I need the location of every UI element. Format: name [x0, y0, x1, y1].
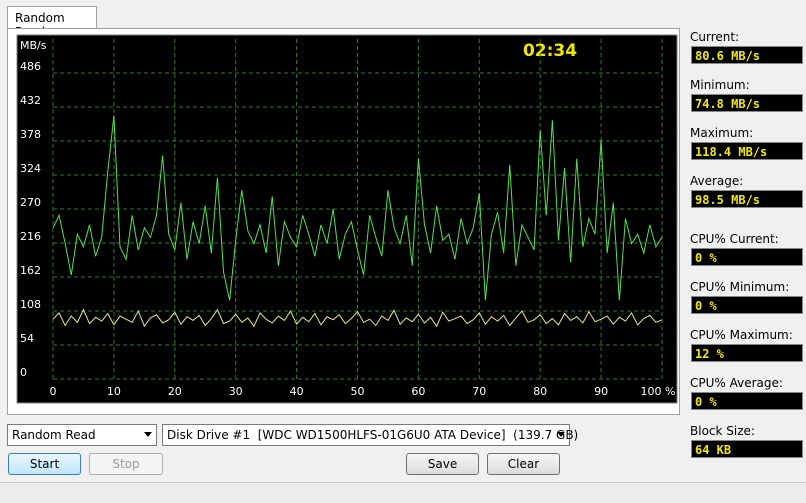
stat-value: 80.6 MB/s	[691, 46, 803, 64]
y-tick-label: 216	[20, 230, 41, 243]
y-tick-label: 108	[20, 298, 41, 311]
stat-label: Minimum:	[690, 78, 750, 92]
x-tick-label: 0	[50, 385, 57, 398]
stat-value: 98.5 MB/s	[691, 190, 803, 208]
y-tick-label: 270	[20, 196, 41, 209]
stat-label: CPU% Maximum:	[690, 328, 793, 342]
stat-label: Maximum:	[690, 126, 754, 140]
x-tick-label: 90	[594, 385, 608, 398]
stat-value: 74.8 MB/s	[691, 94, 803, 112]
x-tick-label: 80	[533, 385, 547, 398]
x-tick-label: 10	[107, 385, 121, 398]
stop-button: Stop	[89, 453, 163, 475]
start-button[interactable]: Start	[8, 453, 81, 475]
y-unit: MB/s	[20, 39, 47, 52]
stat-label: Block Size:	[690, 424, 755, 438]
clear-button[interactable]: Clear	[487, 453, 560, 475]
stat-label: Average:	[690, 174, 744, 188]
stat-value: 12 %	[691, 344, 803, 362]
x-tick-label: 100 %	[641, 385, 676, 398]
series-line	[52, 115, 663, 301]
x-tick-label: 20	[168, 385, 182, 398]
drive-select-text: Disk Drive #1 [WDC WD1500HLFS-01G6U0 ATA…	[167, 428, 579, 442]
plot-background	[16, 34, 678, 404]
stat-value: 0 %	[691, 392, 803, 410]
test-select-text: Random Read	[12, 428, 96, 442]
x-tick-label: 60	[411, 385, 425, 398]
y-tick-label: 162	[20, 264, 41, 277]
save-button[interactable]: Save	[406, 453, 479, 475]
timer: 02:34	[523, 41, 577, 61]
y-tick-label: 432	[20, 94, 41, 107]
stat-label: CPU% Current:	[690, 232, 779, 246]
test-select[interactable]: Random Read	[7, 424, 157, 446]
x-tick-label: 40	[290, 385, 304, 398]
stat-label: CPU% Minimum:	[690, 280, 790, 294]
series-line	[52, 308, 663, 328]
x-tick-label: 50	[351, 385, 365, 398]
y-tick-label: 324	[20, 162, 41, 175]
drive-select[interactable]: Disk Drive #1 [WDC WD1500HLFS-01G6U0 ATA…	[162, 424, 578, 446]
stat-value: 118.4 MB/s	[691, 142, 803, 160]
stat-label: CPU% Average:	[690, 376, 783, 390]
status-bar	[0, 482, 806, 503]
chart: MB/s 02:34 0 54 108 162 216 270 324 378 432 486 0 1…	[16, 34, 678, 404]
stat-label: Current:	[690, 30, 740, 44]
x-tick-label: 30	[229, 385, 243, 398]
stat-value: 64 KB	[691, 440, 803, 458]
y-tick-label: 0	[20, 366, 27, 379]
y-tick-label: 378	[20, 128, 41, 141]
y-tick-label: 54	[20, 332, 34, 345]
y-tick-label: 486	[20, 60, 41, 73]
x-tick-label: 70	[472, 385, 486, 398]
stat-value: 0 %	[691, 296, 803, 314]
stat-value: 0 %	[691, 248, 803, 266]
